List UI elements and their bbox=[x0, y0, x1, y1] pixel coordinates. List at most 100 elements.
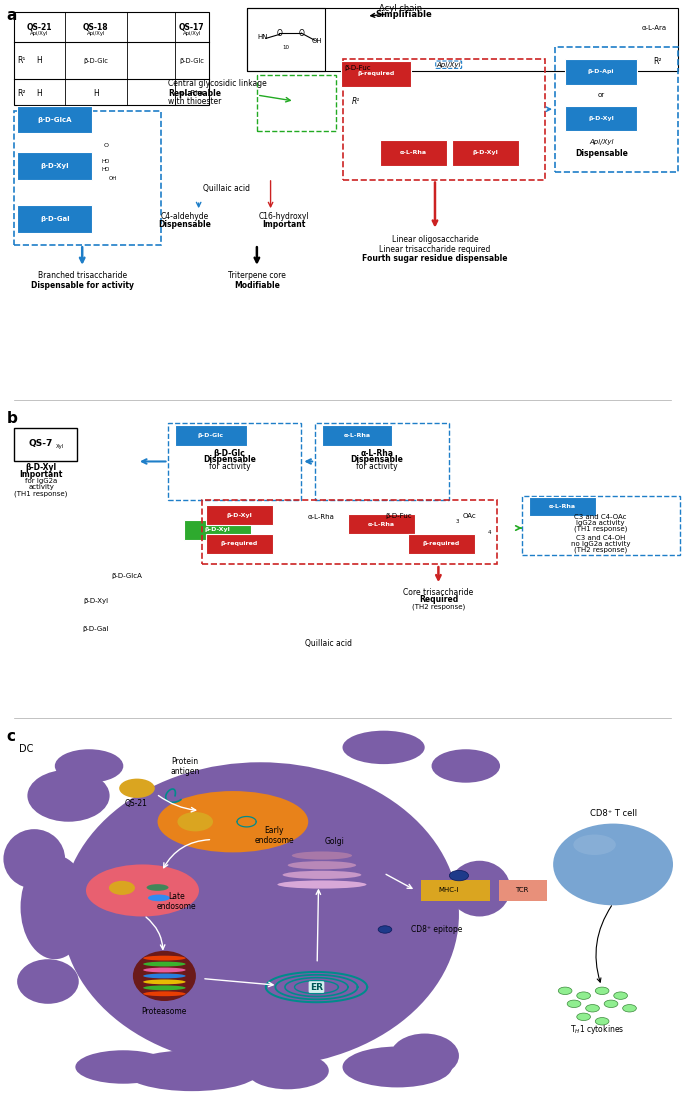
Text: T$_H$1 cytokines: T$_H$1 cytokines bbox=[570, 1023, 625, 1036]
Text: Required: Required bbox=[419, 595, 458, 603]
Ellipse shape bbox=[449, 861, 510, 916]
Text: c: c bbox=[7, 729, 16, 744]
Text: Api/Xyl: Api/Xyl bbox=[29, 32, 49, 36]
Ellipse shape bbox=[143, 979, 186, 985]
Ellipse shape bbox=[143, 962, 186, 966]
Text: O: O bbox=[277, 28, 282, 37]
Text: α-L-Rha: α-L-Rha bbox=[360, 449, 393, 458]
Text: (TH2 response): (TH2 response) bbox=[574, 546, 627, 553]
Text: Protein
antigen: Protein antigen bbox=[171, 757, 199, 776]
Bar bbox=[247, 8, 325, 71]
FancyBboxPatch shape bbox=[565, 106, 637, 131]
Bar bbox=[421, 880, 490, 901]
Text: C3 and C4-OAc: C3 and C4-OAc bbox=[575, 514, 627, 520]
Text: β-D-GlcA: β-D-GlcA bbox=[38, 117, 72, 122]
FancyBboxPatch shape bbox=[529, 497, 596, 516]
Text: Early
endosome: Early endosome bbox=[254, 826, 294, 845]
Text: β-D-Xyl: β-D-Xyl bbox=[25, 463, 57, 472]
Circle shape bbox=[558, 987, 572, 995]
Text: Late
endosome: Late endosome bbox=[157, 892, 197, 910]
Circle shape bbox=[623, 1004, 636, 1012]
Ellipse shape bbox=[17, 960, 79, 1003]
Text: O: O bbox=[103, 143, 109, 148]
Text: R¹: R¹ bbox=[17, 56, 25, 66]
Circle shape bbox=[614, 992, 627, 999]
Text: β-D-Fuc: β-D-Fuc bbox=[386, 513, 412, 519]
Text: QS-7: QS-7 bbox=[29, 439, 53, 448]
Text: Simplifiable: Simplifiable bbox=[376, 11, 432, 20]
Text: 10: 10 bbox=[283, 45, 290, 50]
Text: β-required: β-required bbox=[221, 541, 258, 546]
FancyBboxPatch shape bbox=[184, 520, 251, 540]
FancyBboxPatch shape bbox=[17, 152, 92, 180]
Text: α-L-Rha: α-L-Rha bbox=[343, 433, 371, 438]
Circle shape bbox=[378, 926, 392, 933]
Text: Modifiable: Modifiable bbox=[234, 281, 279, 290]
Text: Central glycosidic linkage: Central glycosidic linkage bbox=[168, 79, 266, 89]
Text: no IgG2a activity: no IgG2a activity bbox=[571, 541, 630, 546]
Text: Triterpene core: Triterpene core bbox=[228, 271, 286, 280]
FancyBboxPatch shape bbox=[408, 533, 475, 554]
Ellipse shape bbox=[342, 1047, 452, 1088]
Ellipse shape bbox=[75, 1050, 171, 1084]
Text: Dispensable for activity: Dispensable for activity bbox=[31, 281, 134, 290]
Text: Golgi: Golgi bbox=[324, 836, 345, 846]
Text: β-required: β-required bbox=[423, 541, 460, 546]
Ellipse shape bbox=[390, 1034, 459, 1078]
Bar bbox=[14, 428, 77, 461]
Text: QS-21: QS-21 bbox=[124, 799, 147, 809]
Bar bbox=[14, 111, 161, 245]
Text: α-L-Rha: α-L-Rha bbox=[307, 514, 334, 520]
Text: 3: 3 bbox=[456, 518, 460, 524]
Text: β-D-Glc: β-D-Glc bbox=[197, 433, 224, 438]
Text: HO: HO bbox=[102, 167, 110, 173]
Text: for activity: for activity bbox=[356, 461, 397, 471]
Text: β-D-Xyl: β-D-Xyl bbox=[40, 163, 69, 169]
Text: H: H bbox=[93, 89, 99, 97]
FancyBboxPatch shape bbox=[17, 205, 92, 233]
Text: β-D-GlcA: β-D-GlcA bbox=[111, 573, 142, 578]
FancyBboxPatch shape bbox=[322, 425, 392, 446]
Text: R²: R² bbox=[17, 89, 25, 97]
Text: Dispensable: Dispensable bbox=[158, 220, 212, 228]
Text: Api/Xyl: Api/Xyl bbox=[436, 61, 461, 68]
Text: OH: OH bbox=[311, 38, 322, 44]
Circle shape bbox=[109, 881, 135, 895]
Bar bbox=[14, 12, 209, 105]
Text: Acyl chain: Acyl chain bbox=[379, 3, 422, 13]
Text: HN: HN bbox=[258, 34, 269, 40]
Text: C3 and C4-OH: C3 and C4-OH bbox=[576, 534, 625, 541]
Text: CD8⁺ T cell: CD8⁺ T cell bbox=[590, 809, 636, 818]
Text: Api/Xyl: Api/Xyl bbox=[182, 32, 201, 36]
Ellipse shape bbox=[143, 991, 186, 996]
FancyBboxPatch shape bbox=[341, 60, 411, 87]
Text: C4-aldehyde: C4-aldehyde bbox=[161, 212, 209, 221]
Text: DC: DC bbox=[19, 744, 34, 754]
FancyBboxPatch shape bbox=[175, 425, 247, 446]
Bar bbox=[555, 47, 678, 172]
Text: β-D-Xyl: β-D-Xyl bbox=[473, 151, 499, 155]
Bar bbox=[202, 500, 497, 564]
Ellipse shape bbox=[133, 951, 196, 1001]
Text: OH: OH bbox=[109, 176, 117, 181]
Text: Branched trisaccharide: Branched trisaccharide bbox=[38, 271, 127, 280]
Text: α-L-Rha: α-L-Rha bbox=[368, 521, 395, 527]
Ellipse shape bbox=[553, 824, 673, 905]
Text: TCR: TCR bbox=[514, 888, 528, 893]
Text: β-D-Api: β-D-Api bbox=[588, 70, 614, 74]
Text: Dispensable: Dispensable bbox=[350, 456, 403, 465]
Text: (TH2 response): (TH2 response) bbox=[412, 603, 465, 610]
FancyBboxPatch shape bbox=[17, 106, 92, 133]
Text: Linear oligosaccharide: Linear oligosaccharide bbox=[392, 235, 478, 244]
Text: a: a bbox=[7, 8, 17, 23]
Ellipse shape bbox=[573, 835, 616, 855]
Circle shape bbox=[449, 870, 469, 881]
Bar bbox=[342, 59, 545, 180]
Text: OAc: OAc bbox=[462, 513, 476, 519]
Bar bbox=[247, 8, 678, 71]
Text: QS-21: QS-21 bbox=[26, 23, 52, 32]
Ellipse shape bbox=[123, 1050, 260, 1091]
Text: Api/Xyl: Api/Xyl bbox=[589, 139, 614, 145]
Circle shape bbox=[567, 1000, 581, 1008]
Text: for activity: for activity bbox=[209, 461, 250, 471]
